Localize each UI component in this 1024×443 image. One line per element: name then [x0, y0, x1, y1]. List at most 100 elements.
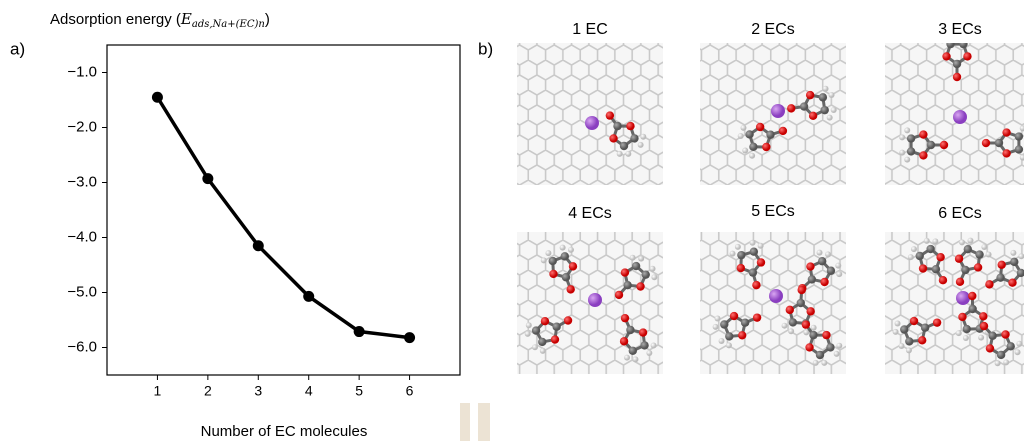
- atom: [797, 286, 805, 294]
- atom: [808, 275, 816, 283]
- y-tick-label: −2.0: [67, 118, 97, 135]
- hydrogen: [617, 151, 623, 157]
- atom: [982, 139, 990, 147]
- atom: [552, 323, 560, 331]
- atom: [955, 255, 963, 263]
- atom: [820, 278, 828, 286]
- atom: [821, 106, 829, 114]
- atom: [907, 134, 915, 142]
- hydrogen: [1003, 359, 1009, 365]
- atom: [549, 257, 557, 265]
- atom: [639, 328, 647, 336]
- atom: [919, 130, 927, 138]
- hydrogen: [823, 86, 829, 92]
- atom: [958, 313, 966, 321]
- atom: [615, 291, 623, 299]
- atom: [797, 299, 805, 307]
- atom: [907, 147, 915, 155]
- hydrogen: [640, 134, 646, 140]
- atom: [809, 112, 817, 120]
- label-part: ): [265, 11, 270, 28]
- hydrogen: [836, 271, 842, 277]
- hydrogen: [893, 329, 899, 335]
- hydrogen: [545, 250, 551, 256]
- hydrogen: [981, 244, 987, 250]
- atom: [632, 262, 640, 270]
- atom: [963, 325, 971, 333]
- atom: [1010, 258, 1018, 266]
- atom: [609, 134, 617, 142]
- hydrogen: [1015, 349, 1021, 355]
- atom: [818, 257, 826, 265]
- hydrogen: [726, 342, 732, 348]
- sodium: [953, 110, 967, 124]
- atom: [816, 351, 824, 359]
- atom: [630, 134, 638, 142]
- atom: [939, 276, 947, 284]
- atom: [532, 326, 540, 334]
- sodium: [771, 104, 785, 118]
- atom: [621, 314, 629, 322]
- hydrogen: [646, 350, 652, 356]
- atom: [997, 261, 1005, 269]
- data-line: [157, 97, 409, 337]
- hydrogen: [963, 335, 969, 341]
- structure-image: [700, 232, 846, 374]
- hydrogen: [836, 343, 842, 349]
- atom: [968, 292, 976, 300]
- atom: [1015, 132, 1023, 140]
- hydrogen: [526, 322, 532, 328]
- atom: [986, 344, 994, 352]
- atom: [626, 326, 634, 334]
- data-point: [303, 291, 314, 302]
- sodium: [588, 293, 602, 307]
- atom: [566, 285, 574, 293]
- hydrogen: [632, 356, 638, 362]
- atom: [800, 102, 808, 110]
- hydrogen: [911, 246, 917, 252]
- hydrogen: [782, 323, 788, 329]
- atom: [564, 316, 572, 324]
- atom: [964, 245, 972, 253]
- atom: [561, 252, 569, 260]
- atom: [1001, 330, 1009, 338]
- hydrogen: [638, 256, 644, 262]
- structure-image: [885, 232, 1024, 374]
- atom: [766, 131, 774, 139]
- atom: [961, 266, 969, 274]
- atom: [753, 313, 761, 321]
- atom: [910, 317, 918, 325]
- panel-title: 5 ECs: [751, 203, 795, 220]
- atom: [541, 317, 549, 325]
- structure-image: [517, 43, 663, 185]
- x-tick-label: 2: [204, 383, 212, 399]
- atom: [936, 253, 944, 261]
- y-axis-label: Adsorption energy (Eads,Na+(EC)n): [50, 10, 270, 30]
- atom: [805, 343, 813, 351]
- hydrogen: [560, 245, 566, 251]
- atom: [789, 318, 797, 326]
- hydrogen: [825, 251, 831, 257]
- atom: [806, 262, 814, 270]
- atom: [995, 139, 1003, 147]
- x-tick-label: 1: [154, 383, 162, 399]
- atom: [953, 60, 961, 68]
- sodium: [769, 289, 783, 303]
- atom: [1002, 128, 1010, 136]
- atom: [569, 262, 577, 270]
- atom: [621, 268, 629, 276]
- hydrogen: [831, 107, 837, 113]
- atom: [980, 322, 988, 330]
- atom: [932, 265, 940, 273]
- atom: [933, 318, 941, 326]
- sodium: [956, 291, 970, 305]
- y-tick-label: −3.0: [67, 173, 97, 190]
- hydrogen: [959, 239, 965, 245]
- structure-image: [517, 232, 663, 374]
- atom: [826, 343, 834, 351]
- hydrogen: [568, 247, 574, 253]
- graphene: [517, 43, 663, 185]
- atom: [916, 252, 924, 260]
- y-tick-label: −1.0: [67, 63, 97, 80]
- hydrogen: [817, 250, 823, 256]
